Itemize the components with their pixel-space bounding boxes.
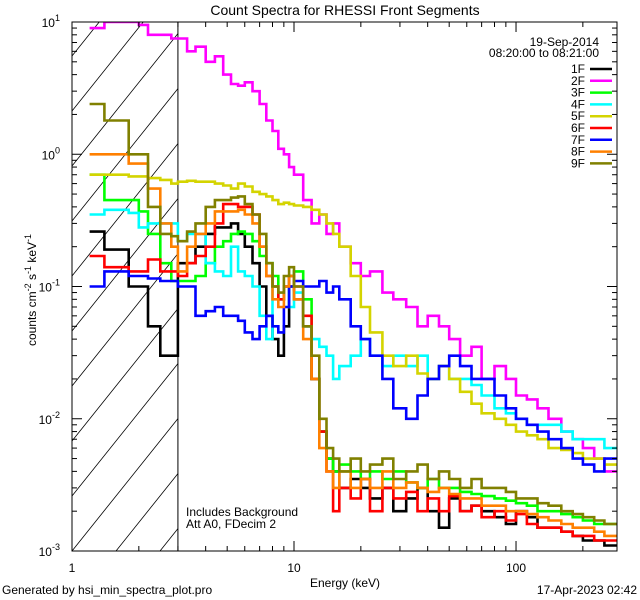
y-tick-exp: 0 (55, 145, 60, 155)
y-tick-label: 101 (42, 13, 60, 30)
legend-label-5F: 5F (571, 109, 585, 123)
legend-label-4F: 4F (571, 97, 585, 111)
legend-label-9F: 9F (571, 156, 585, 170)
legend-label-2F: 2F (571, 74, 585, 88)
series-2F (89, 22, 617, 473)
axis-ticks (71, 21, 617, 552)
series-7F (89, 270, 617, 473)
y-label-exp2: -1 (23, 266, 33, 274)
annotation-attenuator: Att A0, FDecim 2 (186, 517, 276, 531)
legend-label-1F: 1F (571, 62, 585, 76)
annotation-background: Includes Background (186, 505, 298, 519)
y-tick-exp: -3 (52, 542, 60, 552)
hatch-line (115, 473, 179, 552)
y-tick-base: 10 (42, 16, 56, 30)
y-tick-base: 10 (42, 148, 56, 162)
series-9F (89, 102, 617, 526)
y-label-exp1: -2 (23, 283, 33, 291)
y-tick-exp: 1 (55, 13, 60, 23)
legend-label-3F: 3F (571, 86, 585, 100)
series-group (89, 22, 617, 547)
footer-timestamp: 17-Apr-2023 02:42 (537, 583, 637, 597)
y-tick-label: 10-1 (39, 278, 60, 295)
hatch-line (71, 33, 179, 167)
y-label-mid: s (25, 274, 39, 283)
y-tick-exp: -2 (52, 410, 60, 420)
hatch-line (71, 418, 179, 552)
x-tick-label: 10 (287, 561, 301, 575)
y-tick-label: 10-3 (39, 542, 60, 559)
y-label-mid2: keV (25, 242, 39, 266)
series-5F (89, 173, 617, 466)
legend-label-6F: 6F (571, 121, 585, 135)
hatch-line (71, 253, 179, 387)
y-tick-base: 10 (39, 281, 53, 295)
x-axis-label: Energy (keV) (310, 576, 380, 590)
chart-title: Count Spectra for RHESSI Front Segments (210, 2, 479, 18)
y-label-base: counts cm (25, 291, 39, 346)
y-tick-base: 10 (39, 545, 53, 559)
legend-label-7F: 7F (571, 133, 585, 147)
footer-generated-by: Generated by hsi_min_spectra_plot.pro (2, 583, 212, 597)
y-tick-label: 100 (42, 145, 60, 162)
y-label-exp3: -1 (23, 234, 33, 242)
y-tick-exp: -1 (52, 278, 60, 288)
hatch-line (159, 528, 179, 552)
y-axis-label: counts cm-2 s-1 keV-1 (23, 234, 39, 346)
y-tick-base: 10 (39, 413, 53, 427)
y-tick-label: 10-2 (39, 410, 60, 427)
legend-label-8F: 8F (571, 145, 585, 159)
date-label: 19-Sep-2014 (530, 35, 600, 49)
hatch-line (71, 21, 144, 112)
time-range-label: 08:20:00 to 08:21:00 (489, 46, 599, 60)
hatch-line (71, 363, 179, 497)
x-tick-labels: 1 10 100 (69, 561, 527, 575)
x-tick-label: 1 (69, 561, 76, 575)
x-tick-label: 100 (506, 561, 526, 575)
